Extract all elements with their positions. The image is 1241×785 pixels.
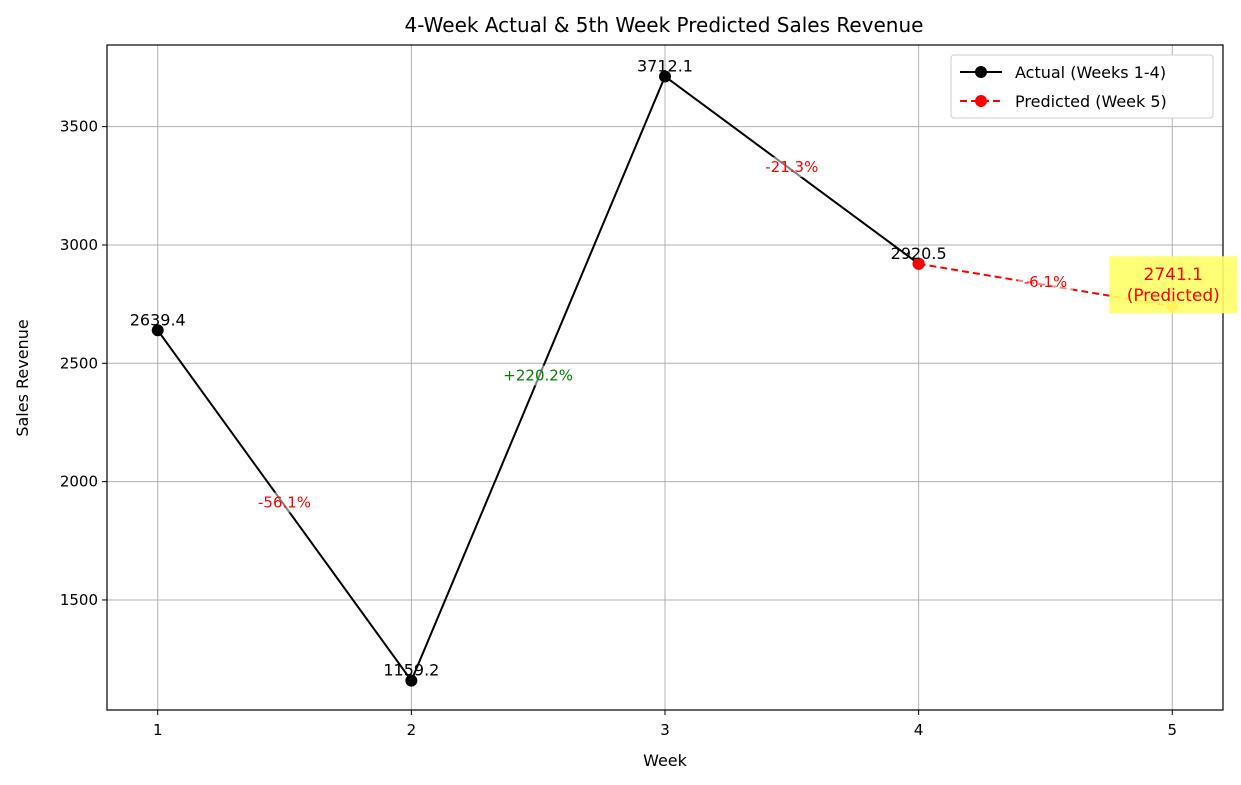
actual-value-label: 2920.5 xyxy=(891,244,947,263)
y-tick-label: 3500 xyxy=(60,118,98,136)
x-tick-label: 3 xyxy=(660,721,670,739)
x-tick-label: 4 xyxy=(914,721,924,739)
legend-predicted-label: Predicted (Week 5) xyxy=(1015,92,1167,111)
axis-ticks: 1 2 3 4 5 1500 2000 2500 3000 3500 xyxy=(60,118,1177,739)
change-label: -56.1% xyxy=(258,493,311,511)
actual-point xyxy=(151,324,164,337)
actual-point xyxy=(405,674,418,687)
y-tick-label: 3000 xyxy=(60,236,98,254)
change-label-bg xyxy=(501,365,575,386)
y-axis-label: Sales Revenue xyxy=(13,319,32,436)
change-label-bg xyxy=(252,492,317,513)
chart-title: 4-Week Actual & 5th Week Predicted Sales… xyxy=(405,13,924,37)
legend-predicted-marker xyxy=(975,95,987,107)
legend-box xyxy=(950,54,1214,119)
change-label-bg xyxy=(1017,272,1073,293)
actual-point xyxy=(659,70,671,83)
x-tick-label: 5 xyxy=(1167,721,1177,739)
grid-lines xyxy=(107,45,1223,710)
y-tick-label: 2000 xyxy=(60,473,98,491)
x-axis-label: Week xyxy=(643,751,688,770)
predicted-start-point xyxy=(912,257,925,270)
labels-layer: -56.1% +220.2% -21.3% -6.1% 2639.4 1159.2 3712… xyxy=(130,56,1238,680)
actual-value-label: 1159.2 xyxy=(383,661,439,680)
legend: Actual (Weeks 1-4) Predicted (Week 5) xyxy=(950,54,1214,119)
change-label: -21.3% xyxy=(765,158,818,176)
x-tick-label: 1 xyxy=(153,721,163,739)
predicted-tag-label: (Predicted) xyxy=(1127,286,1220,306)
y-tick-label: 2500 xyxy=(60,354,98,372)
predicted-label-highlight xyxy=(1109,256,1238,314)
legend-actual-marker xyxy=(975,66,987,78)
x-tick-label: 2 xyxy=(407,721,417,739)
legend-actual-label: Actual (Weeks 1-4) xyxy=(1015,63,1166,82)
predicted-value-label: 2741.1 xyxy=(1144,265,1203,285)
actual-value-label: 3712.1 xyxy=(637,56,693,75)
y-tick-label: 1500 xyxy=(60,591,98,609)
change-label: +220.2% xyxy=(503,367,573,385)
change-label-bg xyxy=(759,157,824,178)
actual-value-label: 2639.4 xyxy=(130,310,186,329)
change-label: -6.1% xyxy=(1024,273,1068,291)
